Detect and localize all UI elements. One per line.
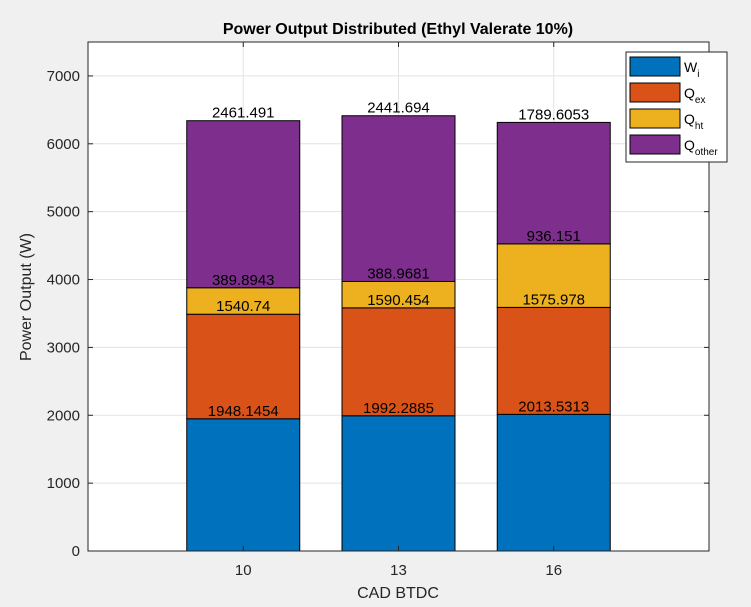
data-label: 1590.454 <box>367 292 430 309</box>
bar-segment-q-ex <box>186 313 301 420</box>
data-label: 2441.694 <box>367 100 430 117</box>
legend-entry: Qother <box>684 137 718 158</box>
legend-swatch <box>629 108 681 129</box>
bar-segment-q-ht <box>186 287 301 315</box>
data-label: 389.8943 <box>212 272 275 289</box>
legend-swatch <box>629 56 681 77</box>
axis-ticks: 0 1000 2000 3000 4000 5000 6000 7000 10 13 16 <box>47 42 709 579</box>
y-tick-label: 7000 <box>47 68 80 85</box>
legend-swatch <box>629 82 681 103</box>
x-tick-label: 16 <box>545 562 562 579</box>
x-axis-label: CAD BTDC <box>357 585 439 602</box>
bar-segment-q-other <box>341 115 456 282</box>
x-tick-label: 13 <box>390 562 407 579</box>
data-label: 1948.1454 <box>208 403 279 420</box>
bar-segment-w-i <box>186 418 301 552</box>
bar-segment-q-ht <box>341 280 456 309</box>
y-tick-label: 0 <box>72 543 80 560</box>
legend-entry: Qht <box>684 111 703 132</box>
y-tick-label: 5000 <box>47 204 80 221</box>
bar-segment-q-ex <box>341 307 456 417</box>
bar-segment-q-other <box>186 120 301 289</box>
data-label: 1992.2885 <box>363 400 434 417</box>
legend-swatch <box>629 134 681 155</box>
chart-title: Power Output Distributed (Ethyl Valerate… <box>223 21 573 38</box>
legend-entry: Wi <box>684 59 699 80</box>
bars <box>186 115 611 552</box>
data-label: 1789.6053 <box>518 106 589 123</box>
y-tick-label: 6000 <box>47 136 80 153</box>
y-tick-label: 4000 <box>47 272 80 289</box>
x-tick-label: 10 <box>235 562 252 579</box>
data-label: 2461.491 <box>212 105 275 122</box>
bar-segment-w-i <box>341 415 456 552</box>
bar-segment-q-ex <box>496 306 611 415</box>
data-labels: 1948.1454 1992.2885 2013.5313 1540.74 1590.4… <box>208 100 589 420</box>
bar-segment-w-i <box>496 413 611 552</box>
legend-entry: Qex <box>684 85 705 106</box>
y-axis-label: Power Output (W) <box>18 233 35 361</box>
legend: Wi Qex Qht Qother <box>625 51 728 163</box>
y-tick-label: 1000 <box>47 475 80 492</box>
data-label: 388.9681 <box>367 265 430 282</box>
bar-segment-q-ht <box>496 243 611 308</box>
data-label: 1540.74 <box>216 298 270 315</box>
data-label: 1575.978 <box>522 291 585 308</box>
y-tick-label: 2000 <box>47 407 80 424</box>
bar-segment-q-other <box>496 121 611 245</box>
data-label: 936.151 <box>527 228 581 245</box>
data-label: 2013.5313 <box>518 398 589 415</box>
y-tick-label: 3000 <box>47 339 80 356</box>
